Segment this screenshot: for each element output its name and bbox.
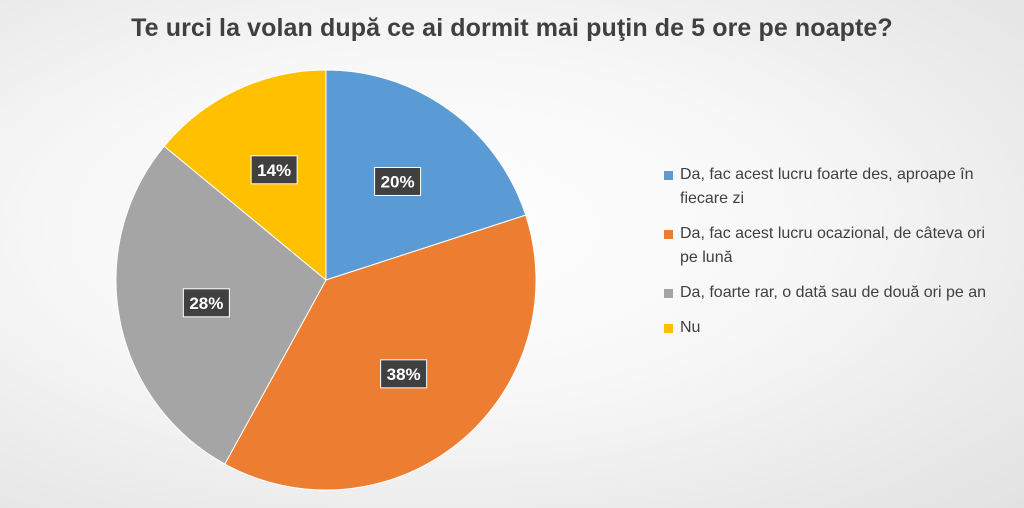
legend-label: Da, foarte rar, o dată sau de două ori p…: [680, 284, 986, 301]
data-label-1: 20%: [374, 166, 422, 196]
data-label-text: 20%: [381, 172, 415, 191]
data-label-4: 14%: [250, 155, 298, 185]
chart-title: Te urci la volan după ce ai dormit mai p…: [131, 14, 893, 42]
legend-swatch: [664, 230, 673, 239]
chart-legend: Da, fac acest lucru foarte des, aproape …: [664, 163, 994, 351]
data-label-2: 38%: [380, 359, 428, 389]
legend-swatch: [664, 289, 673, 298]
data-label-text: 14%: [257, 161, 291, 180]
pie-slice-2: [224, 214, 537, 491]
data-label-3: 28%: [182, 288, 230, 318]
data-label-text: 38%: [387, 365, 421, 384]
legend-label: Nu: [680, 319, 701, 336]
legend-swatch: [664, 324, 673, 333]
pie-slices: [115, 69, 537, 491]
pie-slice-4: [163, 69, 327, 282]
legend-label: Da, fac acest lucru foarte des, aproape …: [680, 166, 974, 207]
data-label-box: [380, 359, 428, 389]
legend-item-1: Da, fac acest lucru foarte des, aproape …: [664, 163, 994, 211]
legend-item-3: Da, foarte rar, o dată sau de două ori p…: [664, 281, 994, 305]
data-label-text: 28%: [189, 294, 223, 313]
pie-slice-1: [325, 69, 527, 281]
data-label-box: [250, 155, 298, 185]
legend-label: Da, fac acest lucru ocazional, de câteva…: [680, 225, 986, 266]
data-label-box: [182, 288, 230, 318]
data-label-box: [374, 166, 422, 196]
pie-data-labels: 20% 38% 28% 14%: [182, 155, 428, 389]
legend-item-2: Da, fac acest lucru ocazional, de câteva…: [664, 222, 994, 270]
legend-item-4: Nu: [664, 316, 994, 340]
legend-swatch: [664, 171, 673, 180]
